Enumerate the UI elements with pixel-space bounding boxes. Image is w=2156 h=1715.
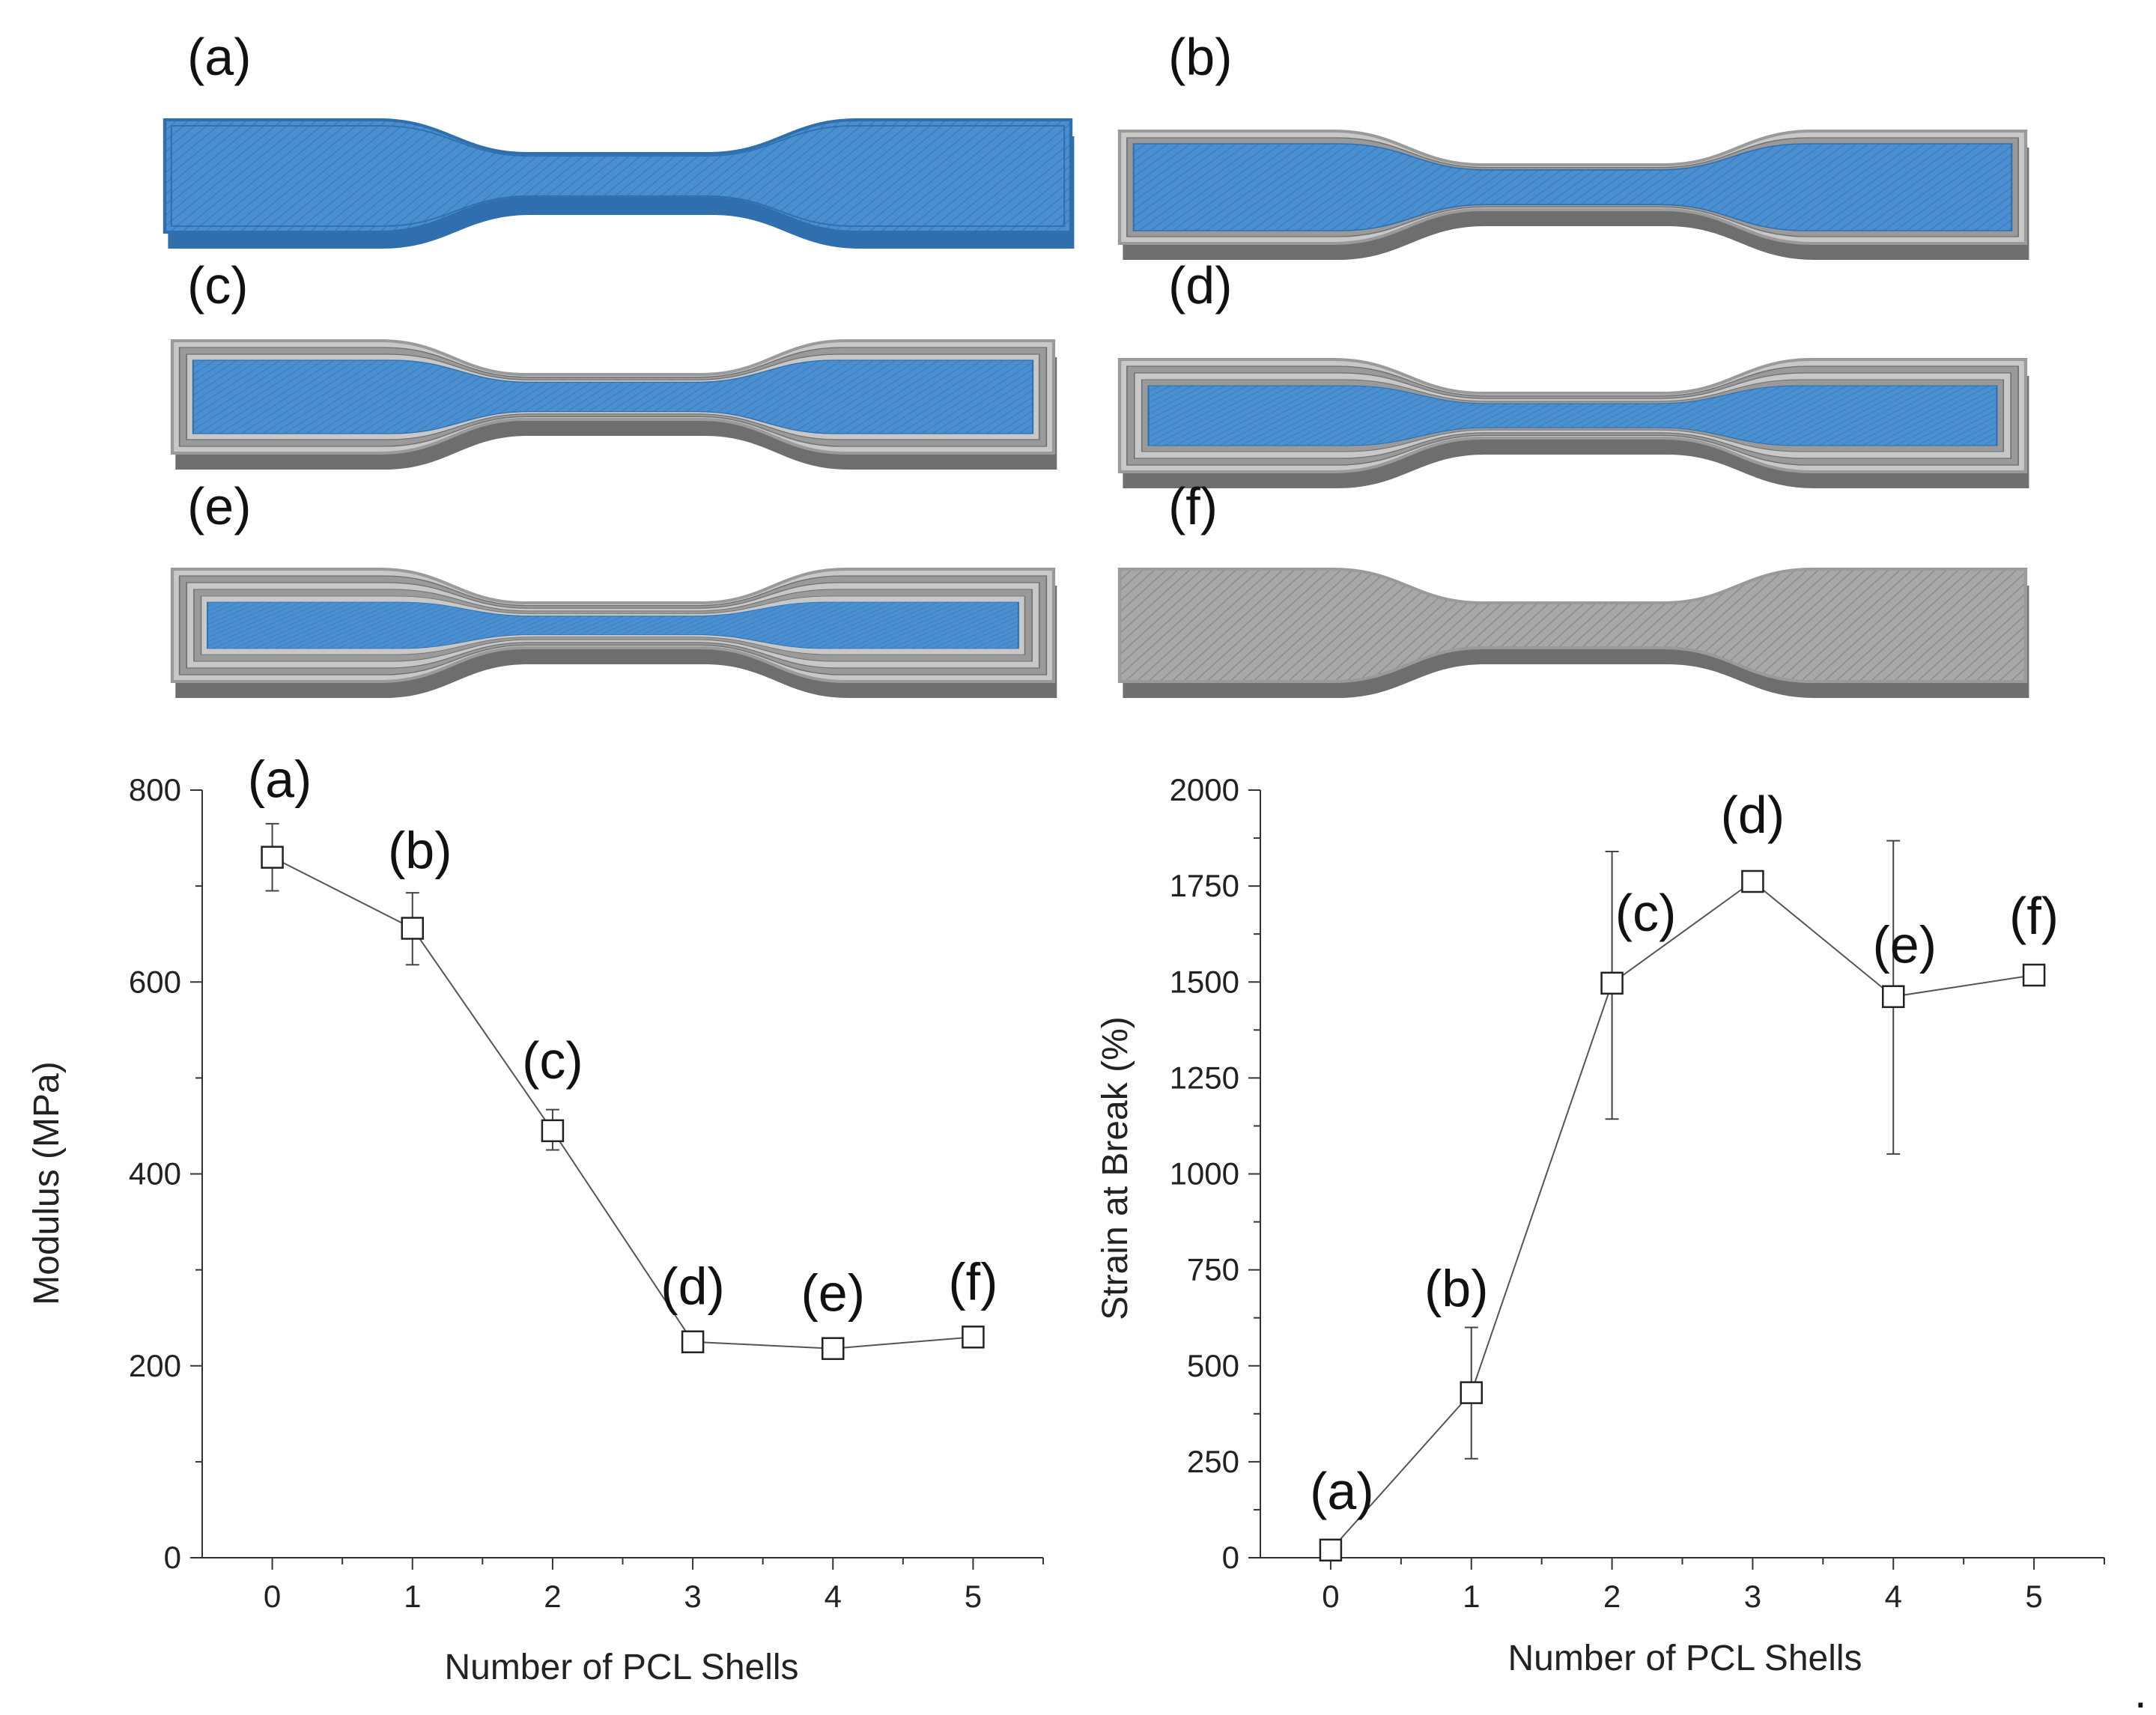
strain-point-label: (e): [1872, 916, 1937, 974]
strain-x-tick-label: 0: [1322, 1579, 1339, 1614]
strain-y-tick-label: 0: [1222, 1540, 1239, 1575]
strain-y-axis-title: Strain at Break (%): [1096, 1016, 1135, 1320]
strain-y-tick-label: 750: [1187, 1252, 1239, 1287]
strain-point-label: (d): [1721, 786, 1785, 844]
strain-data-point: [2022, 963, 2046, 987]
modulus-data-point: [541, 1119, 565, 1143]
specimen-b: [1120, 131, 2029, 260]
specimen-panels: (a) (b) (c) (d) (e) (f): [165, 28, 2029, 698]
strain-y-tick-label: 1500: [1170, 964, 1239, 999]
modulus-data-point: [261, 846, 284, 869]
strain-y-tick-label: 1750: [1170, 868, 1239, 903]
specimen-e: [172, 569, 1057, 698]
modulus-y-tick-label: 600: [129, 964, 181, 999]
modulus-axes: 0 200 400 600 800 0 1 2 3 4 5: [129, 772, 1044, 1614]
modulus-x-tick-label: 1: [404, 1579, 421, 1614]
modulus-x-tick-label: 0: [264, 1579, 281, 1614]
strain-y-tick-label: 2000: [1170, 772, 1239, 807]
modulus-data-point: [681, 1330, 705, 1353]
modulus-data-point: [962, 1326, 985, 1349]
specimen-d: [1120, 359, 2029, 488]
modulus-point-label: (f): [948, 1252, 997, 1311]
strain-y-tick-label: 1250: [1170, 1060, 1239, 1095]
specimen-f: [1120, 569, 2029, 698]
specimen-label-b: (b): [1168, 28, 1233, 86]
modulus-point-label: (b): [388, 822, 452, 880]
strain-data-point: [1460, 1381, 1483, 1404]
modulus-chart: 0 200 400 600 800 0 1 2 3 4 5 (a) (b) (c) (d) (e) (f) N…: [27, 750, 1044, 1687]
modulus-point-label: (c): [522, 1031, 583, 1090]
strain-series: (a) (b) (c) (d) (e) (f): [1310, 786, 2059, 1561]
strain-x-tick-label: 1: [1463, 1579, 1480, 1614]
modulus-point-label: (d): [661, 1257, 725, 1316]
strain-x-tick-label: 3: [1744, 1579, 1761, 1614]
strain-x-axis-title: Number of PCL Shells: [1507, 1639, 1862, 1678]
modulus-x-tick-label: 3: [684, 1579, 701, 1614]
modulus-y-tick-label: 0: [164, 1540, 181, 1575]
modulus-point-label: (e): [801, 1264, 865, 1323]
modulus-data-point: [401, 917, 424, 940]
strain-point-label: (b): [1424, 1260, 1489, 1318]
specimen-label-a: (a): [187, 28, 252, 86]
strain-axes: 0 250 500 750 1000 1250 1500 1750 2000 0 1 2 3 4 5: [1170, 772, 2105, 1614]
modulus-x-tick-label: 2: [544, 1579, 561, 1614]
strain-y-tick-label: 250: [1187, 1444, 1239, 1479]
trailing-mark: .: [2134, 1667, 2147, 1715]
specimen-c: [172, 341, 1057, 470]
strain-y-tick-label: 500: [1187, 1348, 1239, 1383]
modulus-y-tick-label: 800: [129, 772, 181, 807]
modulus-x-tick-label: 5: [965, 1579, 982, 1614]
modulus-y-tick-label: 400: [129, 1156, 181, 1192]
specimen-a: [165, 120, 1075, 249]
modulus-data-point: [822, 1337, 845, 1360]
specimen-label-e: (e): [187, 477, 252, 535]
strain-series-line: [1330, 880, 2035, 1551]
modulus-series: (a) (b) (c) (d) (e) (f): [248, 750, 997, 1360]
strain-data-point: [1741, 869, 1764, 893]
specimen-label-c: (c): [187, 256, 249, 315]
strain-data-point: [1600, 971, 1624, 995]
specimen-label-f: (f): [1168, 477, 1218, 535]
strain-chart: 0 250 500 750 1000 1250 1500 1750 2000 0 1 2 3 4 5 (a)…: [1096, 772, 2105, 1678]
strain-x-tick-label: 4: [1885, 1579, 1902, 1614]
strain-point-label: (a): [1310, 1462, 1374, 1520]
strain-point-label: (c): [1615, 884, 1677, 942]
strain-data-point: [1882, 985, 1905, 1008]
strain-x-tick-label: 2: [1603, 1579, 1621, 1614]
strain-x-tick-label: 5: [2025, 1579, 2042, 1614]
modulus-y-tick-label: 200: [129, 1348, 181, 1383]
strain-y-tick-label: 1000: [1170, 1156, 1239, 1192]
modulus-y-axis-title: Modulus (MPa): [27, 1061, 67, 1305]
modulus-x-tick-label: 4: [825, 1579, 842, 1614]
modulus-series-line: [272, 856, 974, 1350]
specimen-label-d: (d): [1168, 256, 1233, 315]
strain-point-label: (f): [2009, 887, 2059, 945]
modulus-x-axis-title: Number of PCL Shells: [444, 1648, 798, 1687]
strain-data-point: [1319, 1538, 1343, 1561]
modulus-point-label: (a): [248, 750, 312, 809]
